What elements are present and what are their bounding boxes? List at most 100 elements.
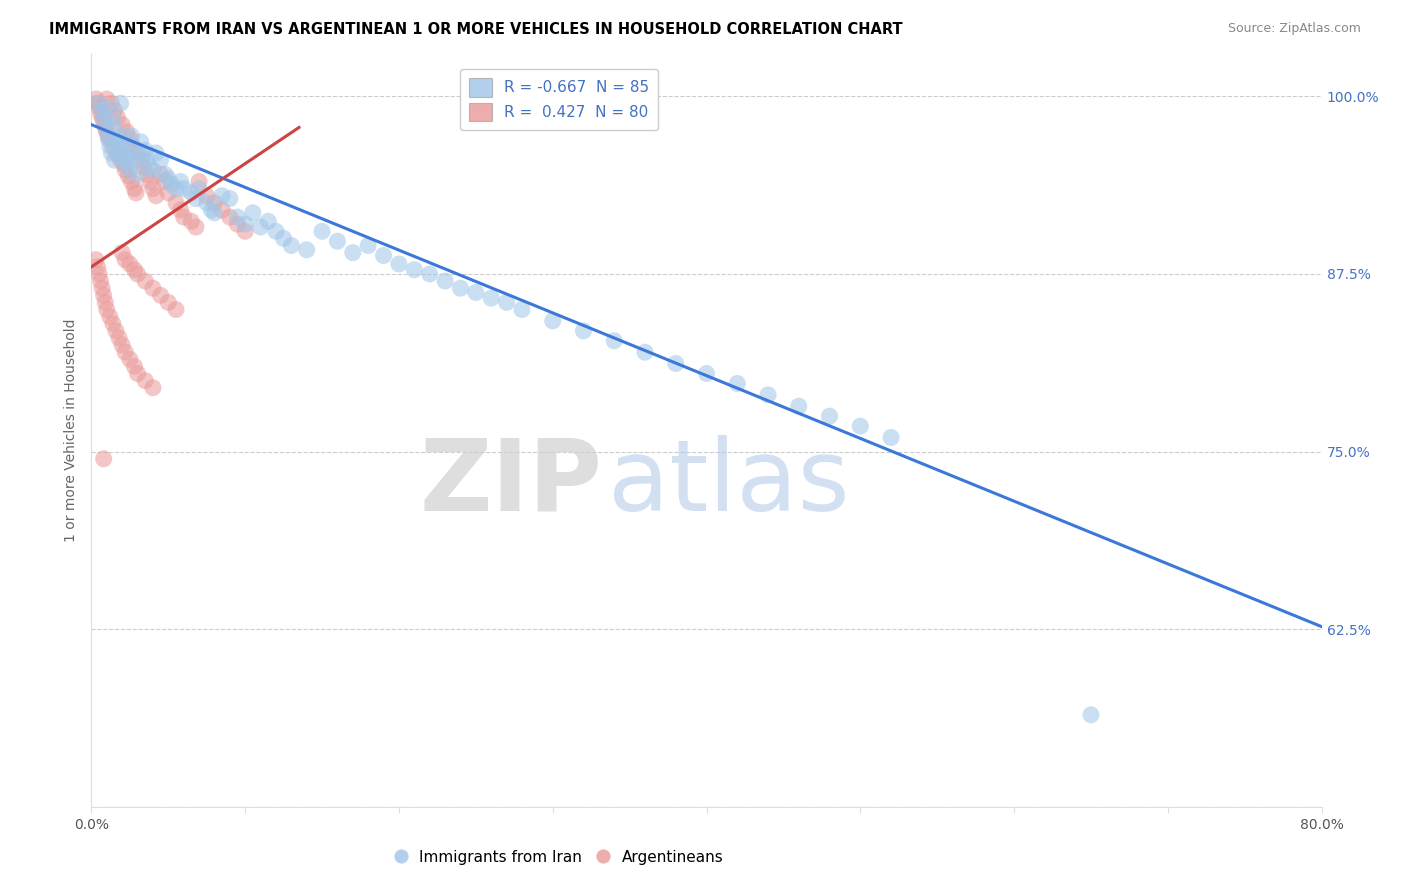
Point <box>449 281 471 295</box>
Point <box>165 195 187 210</box>
Point <box>142 281 165 295</box>
Point <box>603 334 626 348</box>
Point <box>111 128 134 143</box>
Point <box>495 295 517 310</box>
Point <box>295 243 318 257</box>
Point <box>572 324 595 338</box>
Point <box>118 352 141 367</box>
Point <box>100 146 122 161</box>
Point <box>134 274 156 288</box>
Point <box>280 238 302 252</box>
Point <box>218 192 240 206</box>
Point <box>127 146 149 161</box>
Point <box>173 210 195 224</box>
Text: ZIP: ZIP <box>419 434 602 532</box>
Point <box>87 101 110 115</box>
Legend: Immigrants from Iran, Argentineans: Immigrants from Iran, Argentineans <box>388 843 730 871</box>
Point <box>103 120 125 135</box>
Point <box>124 262 146 277</box>
Point <box>91 103 114 118</box>
Point <box>93 451 115 466</box>
Point <box>129 153 152 168</box>
Point <box>120 128 142 143</box>
Point <box>111 118 134 132</box>
Point <box>91 281 114 295</box>
Point <box>157 186 180 200</box>
Point <box>108 146 131 161</box>
Point <box>94 118 117 132</box>
Point <box>479 291 502 305</box>
Point <box>142 163 165 178</box>
Point <box>357 238 380 252</box>
Point <box>112 157 135 171</box>
Point <box>97 128 120 143</box>
Point <box>122 146 145 161</box>
Point <box>115 125 138 139</box>
Point <box>93 111 115 125</box>
Point <box>98 310 121 324</box>
Point <box>233 224 256 238</box>
Point <box>725 376 748 391</box>
Point <box>202 195 225 210</box>
Point <box>101 317 124 331</box>
Point <box>180 186 202 200</box>
Point <box>849 419 872 434</box>
Point <box>149 153 172 168</box>
Point <box>160 178 183 192</box>
Point <box>180 214 202 228</box>
Y-axis label: 1 or more Vehicles in Household: 1 or more Vehicles in Household <box>65 318 79 542</box>
Point <box>139 161 162 175</box>
Point <box>127 168 149 182</box>
Point <box>111 153 134 168</box>
Point <box>114 149 136 163</box>
Point <box>134 143 156 157</box>
Point <box>880 430 903 444</box>
Point <box>101 139 124 153</box>
Point <box>93 115 115 129</box>
Point <box>149 168 172 182</box>
Point <box>139 174 162 188</box>
Point <box>388 257 411 271</box>
Point <box>101 111 124 125</box>
Point <box>94 120 117 135</box>
Point <box>169 202 191 217</box>
Point <box>90 274 112 288</box>
Point <box>87 267 110 281</box>
Point <box>242 206 264 220</box>
Point <box>110 96 132 111</box>
Point <box>111 245 134 260</box>
Point <box>124 359 146 374</box>
Point <box>103 153 125 168</box>
Point <box>122 139 145 153</box>
Point <box>434 274 457 288</box>
Point <box>108 331 131 345</box>
Point <box>153 168 177 182</box>
Point <box>696 367 718 381</box>
Point <box>373 248 395 262</box>
Point <box>264 224 287 238</box>
Point <box>342 245 364 260</box>
Point <box>184 192 207 206</box>
Point <box>1080 707 1102 722</box>
Point <box>131 149 153 163</box>
Point <box>127 267 149 281</box>
Point <box>145 188 167 202</box>
Point <box>226 210 249 224</box>
Point <box>120 174 142 188</box>
Point <box>157 295 180 310</box>
Point <box>257 214 280 228</box>
Point <box>169 174 191 188</box>
Point <box>108 149 131 163</box>
Point <box>142 381 165 395</box>
Point <box>125 186 148 200</box>
Point <box>149 288 172 302</box>
Point <box>326 234 349 248</box>
Point <box>84 92 107 106</box>
Point <box>195 195 218 210</box>
Point <box>165 302 187 317</box>
Point <box>107 139 129 153</box>
Point <box>114 163 136 178</box>
Point <box>86 96 108 111</box>
Point <box>756 388 779 402</box>
Point <box>107 111 129 125</box>
